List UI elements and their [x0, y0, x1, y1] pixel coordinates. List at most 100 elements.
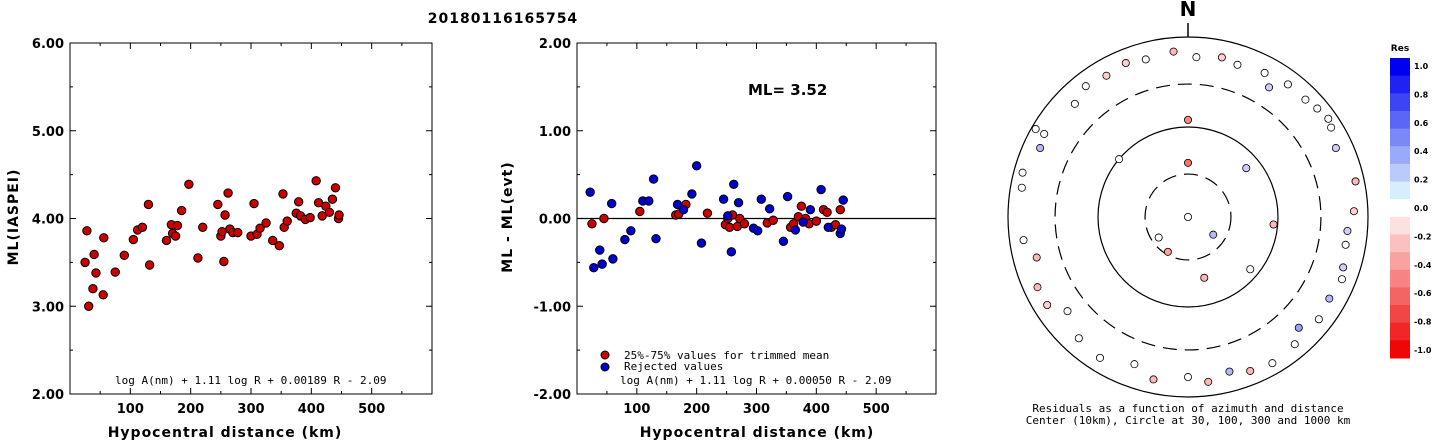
- y-tick-label: -1.00: [534, 300, 571, 315]
- legend-label-trimmed: 25%-75% values for trimmed mean: [624, 349, 829, 362]
- data-point: [80, 257, 90, 268]
- station-marker: [1349, 207, 1358, 216]
- x-tick-label: 300: [743, 402, 770, 417]
- distance-ring: [1144, 173, 1232, 261]
- x-tick-label: 500: [863, 402, 890, 417]
- station-marker: [1290, 340, 1299, 349]
- station-marker: [1337, 275, 1346, 284]
- data-point: [119, 250, 130, 261]
- ml-vs-distance-panel: Hypocentral distance (km) ML(IASPEI) log…: [6, 37, 433, 441]
- data-point: [822, 207, 832, 218]
- data-point: [620, 234, 630, 245]
- colorbar-tick-label: 0.8: [1414, 90, 1429, 99]
- formula-label: log A(nm) + 1.11 log R + 0.00189 R - 2.0…: [115, 374, 387, 387]
- station-marker: [1343, 226, 1352, 235]
- data-point: [805, 205, 816, 215]
- data-point: [311, 176, 321, 186]
- data-point: [702, 208, 713, 218]
- x-axis-label: Hypocentral distance (km): [640, 425, 875, 441]
- data-point: [838, 195, 848, 205]
- y-tick-label: 5.00: [32, 125, 64, 140]
- data-point: [327, 194, 338, 204]
- data-point: [790, 225, 801, 235]
- data-point: [723, 211, 733, 221]
- station-marker: [1102, 71, 1111, 80]
- station-marker: [1242, 164, 1251, 173]
- data-point: [282, 216, 292, 226]
- legend-marker-trimmed: [600, 350, 610, 360]
- station-marker: [1036, 144, 1045, 153]
- colorbar-tick-label: 0.2: [1414, 176, 1428, 185]
- data-point: [219, 256, 229, 267]
- station-marker: [1081, 82, 1090, 91]
- colorbar-tick-label: -0.6: [1414, 289, 1432, 298]
- station-marker: [1260, 68, 1269, 77]
- station-marker: [1019, 236, 1028, 245]
- data-point: [330, 183, 341, 193]
- station-marker: [1246, 265, 1255, 274]
- station-marker: [1070, 99, 1079, 108]
- data-point: [756, 194, 766, 204]
- data-point: [635, 206, 645, 217]
- azimuth-residual-panel: N Residuals as a function of azimuth and…: [1007, 0, 1432, 427]
- y-tick-label: 2.00: [32, 388, 64, 403]
- station-marker: [1327, 123, 1336, 132]
- station-marker: [1031, 125, 1040, 134]
- data-point: [811, 216, 822, 226]
- y-axis-label: ML - ML(evt): [500, 161, 516, 272]
- station-marker: [1233, 60, 1242, 69]
- data-point: [98, 290, 108, 300]
- data-point: [193, 253, 203, 263]
- colorbar-segment: [1390, 58, 1410, 77]
- data-point: [261, 218, 271, 228]
- colorbar-tick-label: 0.6: [1414, 119, 1429, 128]
- data-point: [836, 224, 847, 234]
- data-point: [233, 227, 243, 238]
- data-point: [608, 254, 618, 264]
- station-marker: [1331, 144, 1340, 153]
- data-point: [128, 234, 139, 245]
- data-point: [84, 301, 94, 311]
- data-point: [334, 210, 344, 220]
- data-point: [644, 196, 654, 206]
- data-point: [217, 226, 227, 237]
- distance-ring: [1007, 36, 1369, 398]
- data-point: [99, 233, 109, 243]
- data-point: [585, 187, 595, 197]
- colorbar-segment: [1390, 216, 1410, 235]
- station-marker: [1096, 353, 1105, 362]
- data-point: [324, 207, 335, 218]
- data-point: [589, 262, 599, 273]
- data-point: [768, 215, 778, 225]
- station-marker: [1063, 307, 1072, 316]
- plot-frame: [69, 42, 433, 395]
- y-tick-label: 1.00: [539, 125, 571, 140]
- station-marker: [1043, 300, 1052, 309]
- data-point: [176, 205, 187, 216]
- data-point: [718, 194, 729, 204]
- legend-label-rejected: Rejected values: [624, 360, 723, 373]
- data-point: [184, 179, 194, 189]
- data-point: [220, 210, 230, 220]
- data-point: [278, 189, 288, 199]
- station-marker: [1294, 323, 1303, 332]
- ml-annotation: ML= 3.52: [748, 81, 827, 99]
- station-marker: [1121, 59, 1130, 68]
- data-point: [274, 241, 285, 251]
- x-tick-label: 400: [803, 402, 830, 417]
- x-tick-label: 200: [177, 402, 204, 417]
- colorbar-tick-label: -0.8: [1414, 318, 1432, 327]
- data-point: [752, 226, 763, 236]
- station-marker: [1141, 55, 1150, 64]
- data-point: [651, 233, 661, 244]
- colorbar-segment: [1390, 75, 1410, 94]
- colorbar-segment: [1390, 110, 1410, 130]
- data-point: [89, 249, 99, 260]
- data-point: [137, 222, 148, 232]
- colorbar-tick-label: 0.4: [1414, 147, 1429, 156]
- station-marker: [1209, 230, 1218, 239]
- data-point: [170, 231, 181, 241]
- data-point: [816, 184, 826, 195]
- data-point: [726, 247, 737, 257]
- station-marker: [1032, 253, 1041, 262]
